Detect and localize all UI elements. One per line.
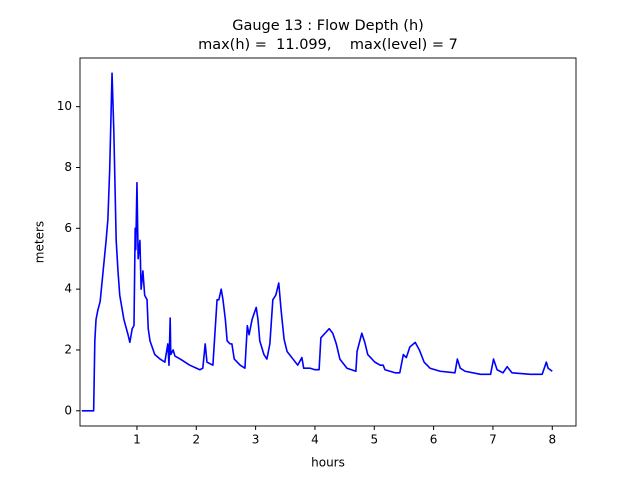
- y-tick-label: 8: [64, 160, 72, 174]
- data-line: [81, 72, 553, 412]
- x-tick-label: 8: [548, 433, 556, 447]
- x-tick-label: 6: [430, 433, 438, 447]
- x-tick-label: 1: [133, 433, 141, 447]
- y-axis-label: meters: [33, 221, 47, 263]
- y-tick-label: 6: [64, 221, 72, 235]
- y-tick-label: 4: [64, 282, 72, 296]
- plot-frame: [79, 57, 577, 427]
- x-axis-label: hours: [311, 456, 345, 470]
- y-tick-label: 2: [64, 342, 72, 356]
- x-tick-label: 3: [252, 433, 260, 447]
- chart-subtitle: max(h) = 11.099, max(level) = 7: [198, 37, 458, 53]
- x-tick-label: 5: [370, 433, 378, 447]
- x-tick-label: 2: [192, 433, 200, 447]
- y-tick-label: 0: [64, 403, 72, 417]
- x-tick-label: 4: [311, 433, 319, 447]
- y-tick-label: 10: [57, 99, 72, 113]
- x-tick-label: 7: [489, 433, 497, 447]
- chart-title: Gauge 13 : Flow Depth (h): [232, 18, 424, 34]
